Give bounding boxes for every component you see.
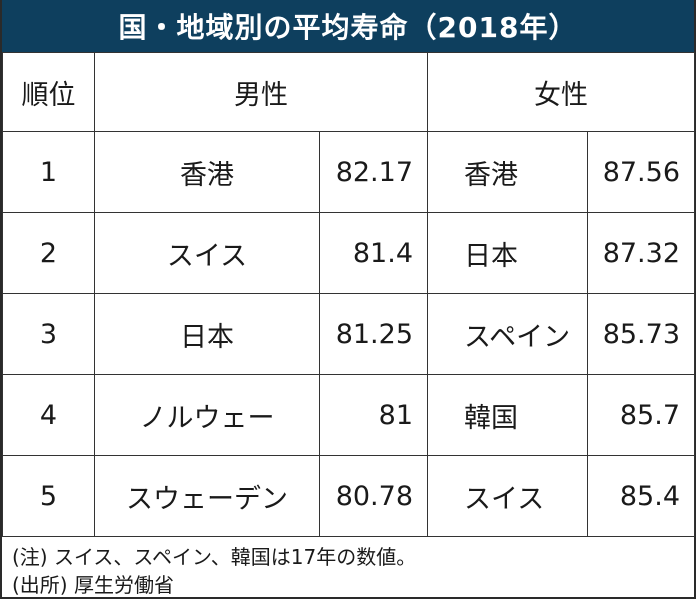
rank-cell: 1 [2,131,95,213]
female-value-cell: 85.4 [587,455,695,537]
female-country-cell: 韓国 [427,374,588,456]
female-value-cell: 87.56 [587,131,695,213]
male-country-cell: 香港 [94,131,320,213]
rank-cell: 5 [2,455,95,537]
male-value-cell: 81 [319,374,428,456]
male-country-cell: 日本 [94,293,320,375]
rank-cell: 4 [2,374,95,456]
male-value-cell: 81.25 [319,293,428,375]
female-country-cell: 香港 [427,131,588,213]
header-rank: 順位 [2,52,95,132]
table-row: 3 日本 81.25 スペイン 85.73 [2,293,695,375]
female-value-cell: 85.7 [587,374,695,456]
footnotes: (注) スイス、スペイン、韓国は17年の数値。 (出所) 厚生労働省 [2,537,694,599]
header-female: 女性 [427,52,695,132]
male-value-cell: 80.78 [319,455,428,537]
table-row: 5 スウェーデン 80.78 スイス 85.4 [2,455,695,537]
rank-cell: 2 [2,212,95,294]
male-value-cell: 82.17 [319,131,428,213]
table-row: 4 ノルウェー 81 韓国 85.7 [2,374,695,456]
rank-cell: 3 [2,293,95,375]
source-line: (出所) 厚生労働省 [12,573,174,597]
header-male: 男性 [94,52,428,132]
table-header-row: 順位 男性 女性 [2,52,695,132]
female-value-cell: 85.73 [587,293,695,375]
table-row: 1 香港 82.17 香港 87.56 [2,131,695,213]
figure-title: 国・地域別の平均寿命（2018年） [2,0,694,52]
female-country-cell: スイス [427,455,588,537]
male-country-cell: スイス [94,212,320,294]
male-value-cell: 81.4 [319,212,428,294]
note-line: (注) スイス、スペイン、韓国は17年の数値。 [12,545,417,569]
male-country-cell: スウェーデン [94,455,320,537]
female-country-cell: 日本 [427,212,588,294]
female-value-cell: 87.32 [587,212,695,294]
life-expectancy-table: 順位 男性 女性 1 香港 82.17 香港 87.56 2 スイス 81.4 … [2,52,695,537]
female-country-cell: スペイン [427,293,588,375]
male-country-cell: ノルウェー [94,374,320,456]
table-row: 2 スイス 81.4 日本 87.32 [2,212,695,294]
